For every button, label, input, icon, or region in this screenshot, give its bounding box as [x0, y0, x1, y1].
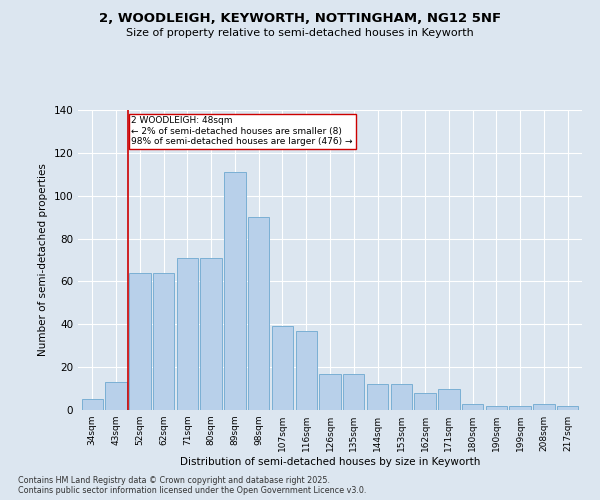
- Bar: [486, 406, 507, 410]
- Text: 2 WOODLEIGH: 48sqm
← 2% of semi-detached houses are smaller (8)
98% of semi-deta: 2 WOODLEIGH: 48sqm ← 2% of semi-detached…: [131, 116, 353, 146]
- Bar: [343, 374, 364, 410]
- X-axis label: Distribution of semi-detached houses by size in Keyworth: Distribution of semi-detached houses by …: [180, 457, 480, 467]
- Bar: [367, 384, 388, 410]
- Bar: [153, 273, 174, 410]
- Bar: [415, 393, 436, 410]
- Bar: [224, 172, 245, 410]
- Bar: [557, 406, 578, 410]
- Bar: [509, 406, 531, 410]
- Bar: [319, 374, 341, 410]
- Bar: [533, 404, 554, 410]
- Bar: [82, 400, 103, 410]
- Bar: [391, 384, 412, 410]
- Bar: [129, 273, 151, 410]
- Y-axis label: Number of semi-detached properties: Number of semi-detached properties: [38, 164, 48, 356]
- Bar: [462, 404, 484, 410]
- Bar: [248, 217, 269, 410]
- Bar: [296, 330, 317, 410]
- Text: Size of property relative to semi-detached houses in Keyworth: Size of property relative to semi-detach…: [126, 28, 474, 38]
- Bar: [200, 258, 222, 410]
- Text: Contains HM Land Registry data © Crown copyright and database right 2025.
Contai: Contains HM Land Registry data © Crown c…: [18, 476, 367, 495]
- Bar: [272, 326, 293, 410]
- Bar: [106, 382, 127, 410]
- Text: 2, WOODLEIGH, KEYWORTH, NOTTINGHAM, NG12 5NF: 2, WOODLEIGH, KEYWORTH, NOTTINGHAM, NG12…: [99, 12, 501, 26]
- Bar: [438, 388, 460, 410]
- Bar: [176, 258, 198, 410]
